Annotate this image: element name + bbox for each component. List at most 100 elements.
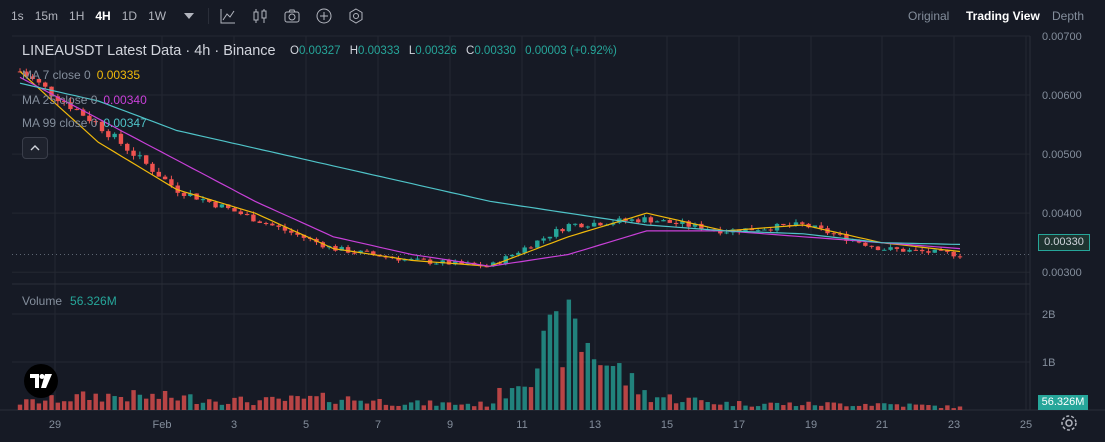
interval-1w[interactable]: 1W <box>148 9 167 23</box>
volume-bar <box>333 403 338 410</box>
volume-bar <box>68 401 73 410</box>
volume-bar <box>591 359 597 410</box>
candle-body <box>364 250 370 252</box>
volume-bar <box>80 391 86 410</box>
candle-body <box>263 222 269 224</box>
volume-bar <box>282 400 288 410</box>
candle-body <box>24 71 29 77</box>
candle-body <box>863 242 868 246</box>
volume-label: Volume <box>22 294 63 308</box>
volume-bar <box>478 401 483 410</box>
volume-bar <box>484 406 490 410</box>
candle-body <box>743 228 748 233</box>
volume-bar <box>585 342 590 410</box>
volume-bar <box>74 394 79 410</box>
candle-body <box>36 78 42 83</box>
volume-bar <box>680 402 685 410</box>
ma25-label: MA 25 close 0 <box>22 93 98 107</box>
volume-bar <box>541 330 546 410</box>
volume-bar <box>837 403 843 410</box>
volume-bar <box>673 403 679 410</box>
candle-body <box>352 252 357 254</box>
volume-bar <box>200 402 206 410</box>
volume-bar <box>926 405 931 410</box>
price-tick-label: 0.00500 <box>1042 149 1082 161</box>
candle-body <box>762 229 767 231</box>
price-tick-label: 0.00300 <box>1042 267 1082 279</box>
volume-bar <box>314 396 319 410</box>
candle-body <box>251 214 256 222</box>
candle-body <box>882 249 887 251</box>
volume-bar <box>143 398 149 410</box>
volume-bar <box>36 403 42 410</box>
camera-icon[interactable] <box>281 5 303 27</box>
candle-body <box>844 233 849 241</box>
candle-body <box>188 193 193 196</box>
price-tick-label: 0.00600 <box>1042 90 1082 102</box>
volume-bar <box>497 387 502 410</box>
change-value: 0.00003 (+0.92%) <box>525 45 617 57</box>
candle-body <box>421 258 426 260</box>
volume-bar <box>762 403 767 410</box>
volume-bar <box>882 403 887 410</box>
interval-15m[interactable]: 15m <box>34 9 59 23</box>
tab-trading-view[interactable]: Trading View <box>966 9 1040 23</box>
gear-icon[interactable] <box>1060 414 1078 432</box>
volume-bar <box>364 403 370 410</box>
chart-type-icon[interactable] <box>249 5 271 27</box>
volume-bar <box>875 403 881 410</box>
candle-body <box>901 248 906 252</box>
volume-bar <box>17 404 23 410</box>
toolbar-divider <box>208 8 210 24</box>
volume-bar <box>263 397 269 410</box>
candle-body <box>598 222 603 226</box>
volume-bar <box>371 400 376 410</box>
interval-1h[interactable]: 1H <box>69 9 85 23</box>
time-tick-label: 15 <box>661 419 673 431</box>
time-tick-label: 13 <box>589 419 601 431</box>
tab-original[interactable]: Original <box>908 9 950 23</box>
tab-depth[interactable]: Depth <box>1052 9 1085 23</box>
candle-body <box>699 223 704 230</box>
volume-bar <box>396 405 401 410</box>
volume-bar <box>623 385 628 410</box>
interval-4h[interactable]: 4H <box>95 9 111 23</box>
add-icon[interactable] <box>313 5 335 27</box>
ma25-legend[interactable]: MA 25 close 0 0.00340 <box>22 93 147 107</box>
volume-bar <box>699 400 704 410</box>
candle-body <box>238 211 244 215</box>
candle-body <box>560 229 565 232</box>
volume-bar <box>106 393 111 410</box>
collapse-legend-button[interactable] <box>22 137 48 159</box>
candle-body <box>919 249 925 252</box>
volume-bar <box>490 403 496 410</box>
ma99-legend[interactable]: MA 99 close 0 0.00347 <box>22 116 147 130</box>
current-volume-badge: 56.326M <box>1038 395 1088 410</box>
candle-body <box>692 223 698 227</box>
tradingview-logo[interactable] <box>24 364 58 398</box>
volume-bar <box>579 351 584 410</box>
candle-body <box>93 121 98 123</box>
volume-bar <box>768 402 773 410</box>
interval-1d[interactable]: 1D <box>121 9 138 23</box>
candle-body <box>396 257 401 261</box>
volume-bar <box>270 396 275 410</box>
volume-bar <box>213 401 218 410</box>
interval-1s[interactable]: 1s <box>11 9 24 23</box>
volume-bar <box>30 399 35 410</box>
chevron-down-icon[interactable] <box>178 5 200 27</box>
volume-bar <box>358 400 363 410</box>
volume-tick-label: 1B <box>1042 357 1055 369</box>
volume-bar <box>175 400 180 410</box>
volume-bar <box>440 402 445 410</box>
candle-body <box>137 155 143 157</box>
settings-icon[interactable] <box>345 5 367 27</box>
volume-bar <box>705 402 710 410</box>
candle-body <box>156 171 161 177</box>
volume-bar <box>856 405 862 410</box>
indicators-icon[interactable] <box>217 5 239 27</box>
candle-body <box>371 251 376 255</box>
ma7-legend[interactable]: MA 7 close 0 0.00335 <box>22 68 140 82</box>
volume-bar <box>434 405 439 410</box>
